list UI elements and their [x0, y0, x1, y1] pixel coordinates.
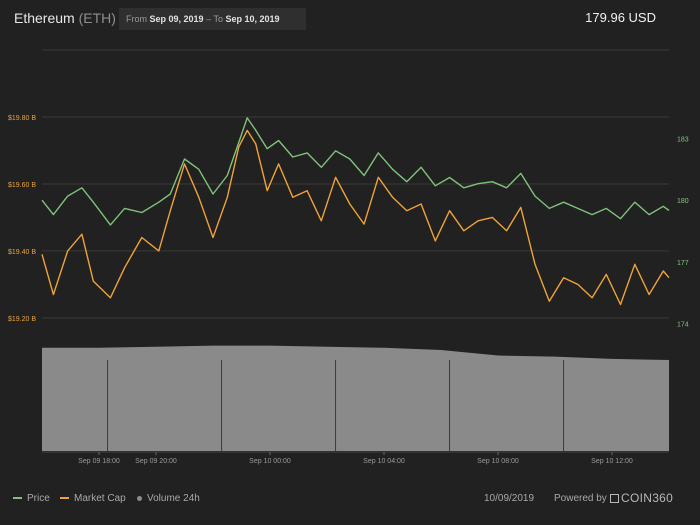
from-label: From	[126, 14, 147, 24]
chart-header: Ethereum (ETH) From Sep 09, 2019 – To Se…	[0, 0, 700, 36]
legend-price-label: Price	[27, 493, 50, 504]
range-separator: –	[206, 14, 212, 24]
right-axis-tick: 174	[677, 322, 689, 329]
x-axis-tick-label: Sep 10 04:00	[363, 458, 405, 465]
legend-price[interactable]: Price	[13, 493, 50, 504]
right-axis-tick: 183	[677, 136, 689, 143]
left-axis-tick: $19.60 B	[8, 182, 36, 189]
price-line	[41, 117, 670, 226]
coin360-logo-icon	[610, 494, 619, 503]
x-axis-tick-label: Sep 10 12:00	[591, 458, 633, 465]
price-chart[interactable]: $19.20 B $19.40 B $19.60 B $19.80 B 174 177 18…	[0, 0, 700, 480]
left-axis-tick: $19.20 B	[8, 316, 36, 323]
to-label: To	[213, 14, 223, 24]
to-date[interactable]: Sep 10, 2019	[225, 14, 280, 24]
legend-volume-swatch	[137, 495, 142, 501]
x-axis-tick-label: Sep 10 08:00	[477, 458, 519, 465]
market-cap-line	[41, 129, 670, 306]
volume-area	[42, 345, 669, 451]
right-axis-tick: 177	[677, 260, 689, 267]
legend-market-cap-swatch	[60, 497, 69, 500]
left-axis-tick: $19.80 B	[8, 115, 36, 122]
brand-logo[interactable]: COIN360	[610, 491, 673, 505]
legend-volume-label: Volume 24h	[147, 493, 200, 504]
x-axis-tick-label: Sep 09 20:00	[135, 458, 177, 465]
legend-market-cap-label: Market Cap	[74, 493, 126, 504]
x-axis-tick-label: Sep 10 00:00	[249, 458, 291, 465]
legend-price-swatch	[13, 497, 22, 500]
legend-volume[interactable]: Volume 24h	[137, 493, 200, 504]
date-range-selector[interactable]: From Sep 09, 2019 – To Sep 10, 2019	[119, 8, 306, 30]
right-axis-tick: 180	[677, 198, 689, 205]
coin-name: Ethereum	[14, 10, 75, 26]
coin-title: Ethereum (ETH)	[14, 10, 116, 26]
powered-by-label: Powered by	[554, 493, 607, 504]
legend-market-cap[interactable]: Market Cap	[60, 493, 126, 504]
brand-name: COIN360	[621, 491, 674, 505]
coin-ticker: (ETH)	[78, 10, 116, 26]
from-date[interactable]: Sep 09, 2019	[149, 14, 204, 24]
current-price: 179.96 USD	[585, 10, 656, 25]
footer-date: 10/09/2019	[484, 493, 535, 504]
left-axis-tick: $19.40 B	[8, 249, 36, 256]
x-axis-tick-label: Sep 09 18:00	[78, 458, 120, 465]
chart-footer: Price Market Cap Volume 24h 10/09/2019 P…	[0, 488, 700, 508]
